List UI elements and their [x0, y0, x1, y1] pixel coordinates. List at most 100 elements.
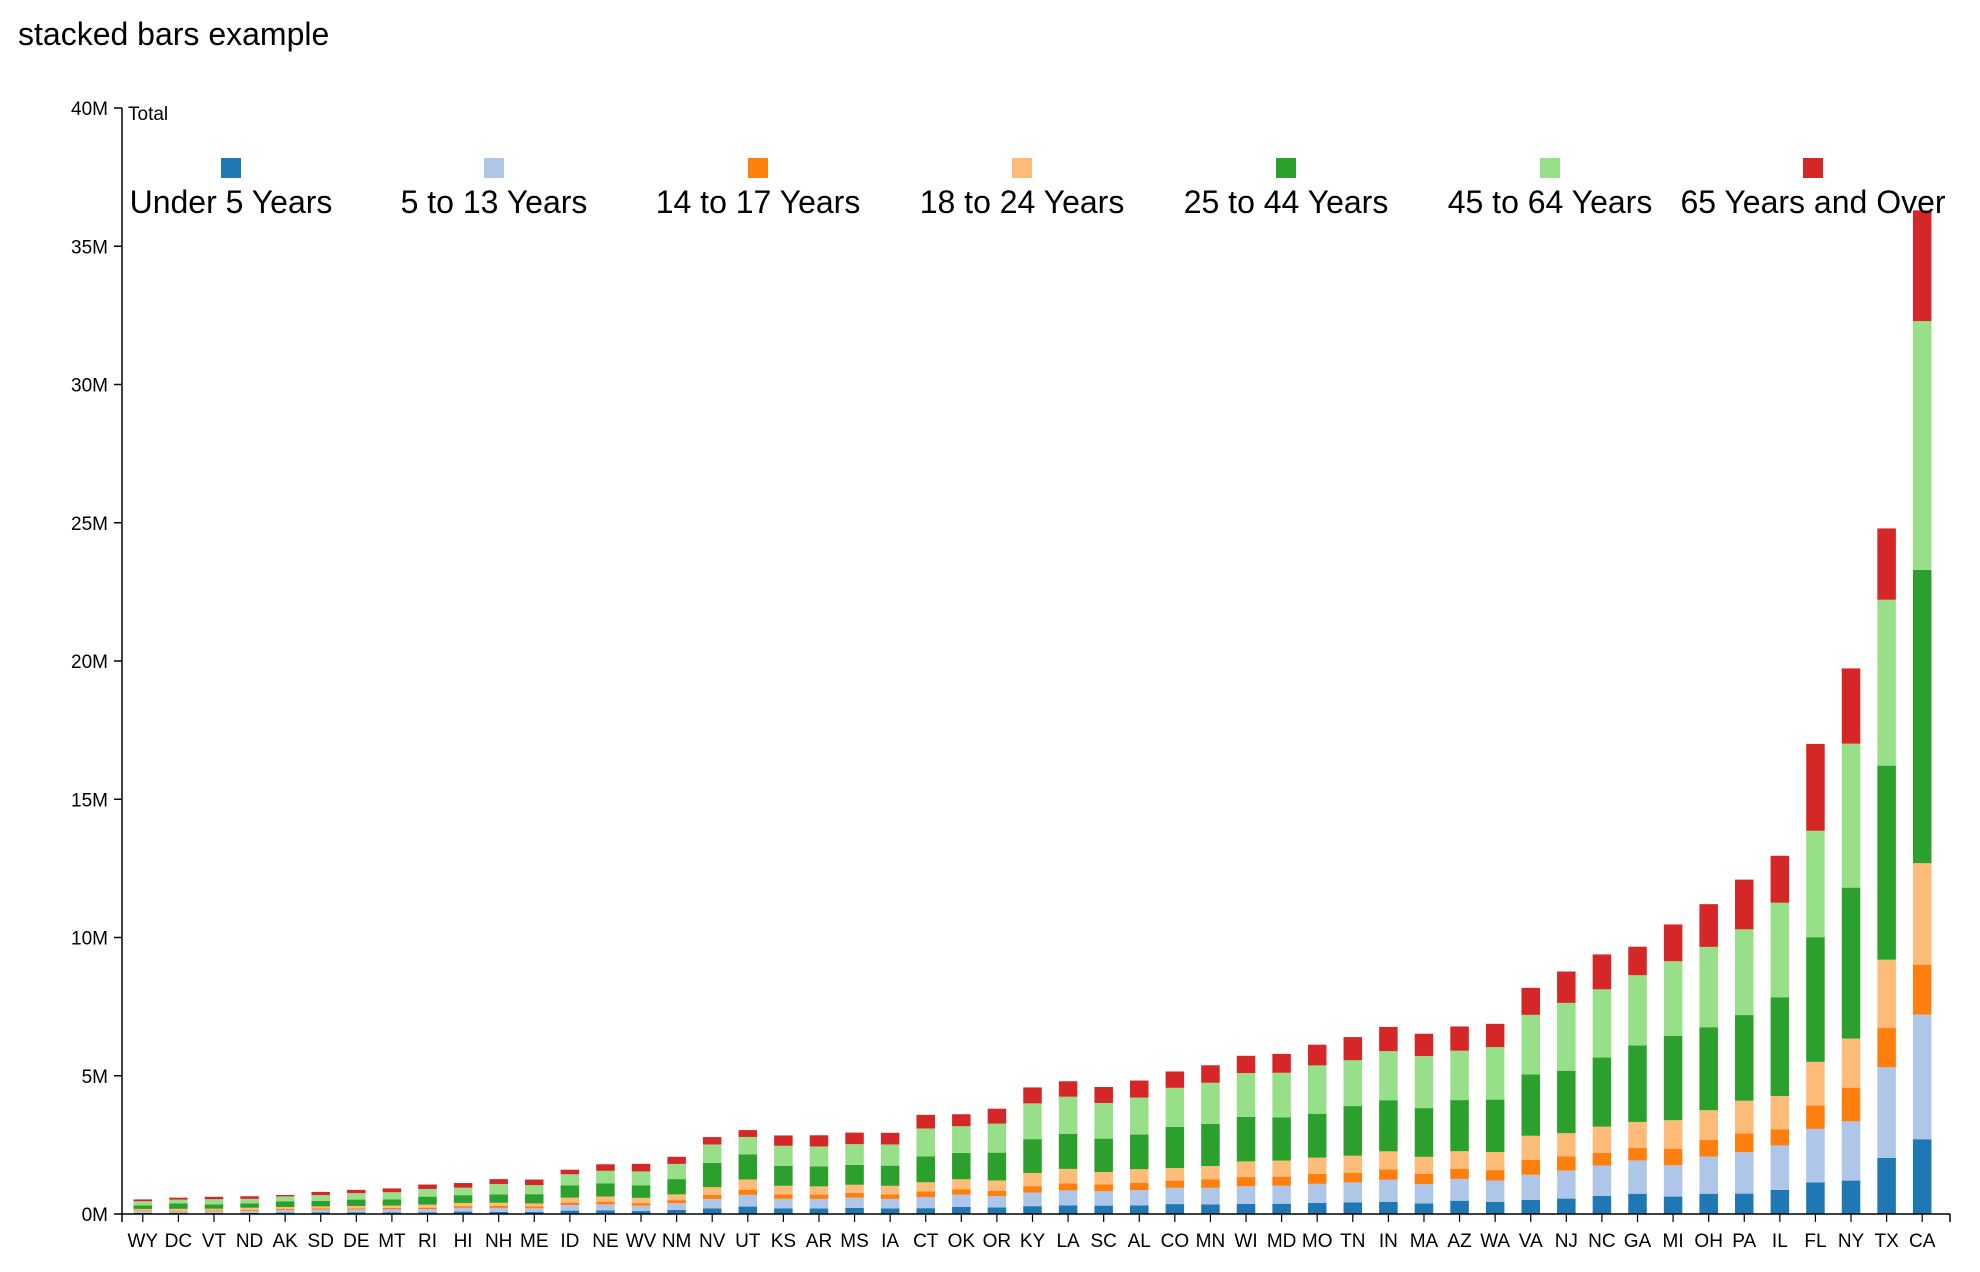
- bar-segment-ak-2: [275, 1209, 295, 1211]
- bar-segment-or-6: [987, 1108, 1007, 1124]
- x-tick-label-co: CO: [1161, 1231, 1190, 1252]
- bar-stack-ia: [880, 1132, 900, 1214]
- bar-stack-ok: [952, 1114, 971, 1214]
- bar-stack-ne: [596, 1164, 615, 1214]
- bar-segment-vt-4: [204, 1204, 224, 1209]
- x-tick-label-mo: MO: [1302, 1231, 1333, 1252]
- bar-segment-ms-3: [845, 1184, 864, 1193]
- bar-stack-de: [347, 1189, 366, 1214]
- bar-segment-sc-1: [1094, 1191, 1113, 1206]
- bar-segment-nj-4: [1557, 1070, 1576, 1134]
- x-tick-label-nm: NM: [662, 1231, 692, 1252]
- x-tick-label-wv: WV: [626, 1231, 657, 1252]
- bar-segment-ms-4: [845, 1164, 864, 1185]
- bar-segment-md-2: [1272, 1176, 1291, 1186]
- legend-swatch: [1276, 158, 1296, 178]
- bar-segment-ct-0: [916, 1208, 935, 1214]
- bar-segment-wy-2: [133, 1210, 153, 1212]
- bar-stack-nj: [1557, 971, 1576, 1214]
- bar-segment-ga-0: [1628, 1193, 1647, 1214]
- bar-segment-wi-6: [1236, 1055, 1256, 1074]
- bar-segment-nd-5: [240, 1198, 259, 1204]
- bar-segment-nh-6: [489, 1179, 508, 1184]
- y-tick-label: 30M: [71, 376, 108, 397]
- bar-segment-me-1: [525, 1208, 544, 1213]
- bar-stack-ar: [809, 1135, 829, 1214]
- bar-segment-la-0: [1058, 1205, 1078, 1214]
- bar-segment-mo-3: [1307, 1157, 1327, 1174]
- bar-segment-ky-0: [1023, 1206, 1042, 1214]
- legend-label: 5 to 13 Years: [401, 184, 588, 220]
- bar-segment-nc-2: [1592, 1152, 1612, 1166]
- bar-segment-ma-0: [1414, 1203, 1434, 1214]
- bar-segment-il-0: [1770, 1189, 1790, 1214]
- bar-segment-tn-4: [1343, 1106, 1363, 1156]
- bar-segment-tx-5: [1877, 599, 1896, 766]
- x-tick-label-oh: OH: [1694, 1231, 1723, 1252]
- bar-segment-in-3: [1379, 1151, 1398, 1170]
- bar-segment-fl-4: [1806, 937, 1825, 1062]
- bar-segment-ar-3: [809, 1186, 829, 1195]
- bar-segment-hi-6: [453, 1183, 473, 1188]
- x-tick-label-ar: AR: [806, 1231, 832, 1252]
- bar-segment-md-3: [1272, 1160, 1291, 1177]
- bar-segment-dc-2: [169, 1210, 188, 1212]
- bar-segment-de-2: [347, 1208, 366, 1210]
- bar-segment-ak-1: [275, 1210, 295, 1213]
- bar-stack-nh: [489, 1179, 508, 1214]
- bar-segment-ia-1: [880, 1198, 900, 1209]
- bar-segment-tn-3: [1343, 1155, 1363, 1173]
- bar-stack-mo: [1307, 1044, 1327, 1214]
- bar-segment-nh-3: [489, 1202, 508, 1206]
- bar-segment-ut-1: [738, 1194, 758, 1207]
- bar-segment-ca-6: [1912, 210, 1932, 322]
- bar-segment-md-0: [1272, 1203, 1291, 1214]
- legend-item: 14 to 17 Years: [656, 158, 860, 220]
- x-tick-label-ny: NY: [1838, 1231, 1865, 1252]
- bar-segment-vt-2: [204, 1210, 224, 1212]
- bar-segment-il-4: [1770, 997, 1790, 1096]
- bar-segment-ca-1: [1912, 1014, 1932, 1140]
- bar-segment-ok-6: [952, 1114, 971, 1127]
- bar-segment-me-4: [525, 1194, 544, 1204]
- bar-segment-ks-4: [774, 1165, 793, 1186]
- bar-segment-ar-4: [809, 1166, 829, 1187]
- bar-segment-ne-3: [596, 1196, 615, 1202]
- bar-segment-mn-0: [1201, 1204, 1220, 1214]
- bar-segment-ak-5: [275, 1196, 295, 1202]
- bar-segment-fl-6: [1806, 743, 1825, 831]
- bar-stack-il: [1770, 855, 1790, 1214]
- y-tick-label: 5M: [82, 1067, 108, 1088]
- bar-stack-ks: [774, 1135, 793, 1214]
- bar-segment-ut-6: [738, 1130, 758, 1137]
- bar-segment-mi-6: [1663, 924, 1683, 962]
- bar-segment-ct-5: [916, 1128, 935, 1157]
- bar-segment-ok-0: [952, 1206, 971, 1214]
- bar-stack-az: [1450, 1026, 1469, 1214]
- bar-segment-dc-3: [169, 1208, 188, 1211]
- bar-segment-az-4: [1450, 1100, 1469, 1152]
- bar-segment-nv-6: [702, 1137, 722, 1145]
- bar-segment-in-6: [1379, 1026, 1398, 1052]
- bar-segment-ny-4: [1841, 887, 1861, 1039]
- bar-segment-sd-1: [311, 1209, 330, 1213]
- bar-segment-nh-5: [489, 1183, 508, 1195]
- bar-segment-nm-5: [667, 1163, 686, 1180]
- y-tick-label: 40M: [71, 99, 108, 120]
- bar-segment-al-1: [1130, 1190, 1149, 1206]
- bar-segment-ne-0: [596, 1210, 615, 1214]
- bar-segment-ks-1: [774, 1198, 793, 1209]
- bars-layer: [133, 210, 1932, 1214]
- bar-segment-pa-5: [1735, 929, 1754, 1016]
- bar-segment-in-2: [1379, 1169, 1398, 1180]
- page-title: stacked bars example: [18, 16, 330, 52]
- bar-segment-al-5: [1130, 1097, 1149, 1135]
- bar-segment-ri-4: [418, 1196, 437, 1205]
- bar-segment-pa-3: [1735, 1100, 1754, 1134]
- bar-segment-or-4: [987, 1152, 1007, 1181]
- bar-stack-ut: [738, 1130, 758, 1214]
- bar-stack-dc: [169, 1197, 188, 1214]
- bar-stack-nd: [240, 1196, 259, 1214]
- bar-stack-tn: [1343, 1037, 1363, 1214]
- bar-segment-me-3: [525, 1203, 544, 1207]
